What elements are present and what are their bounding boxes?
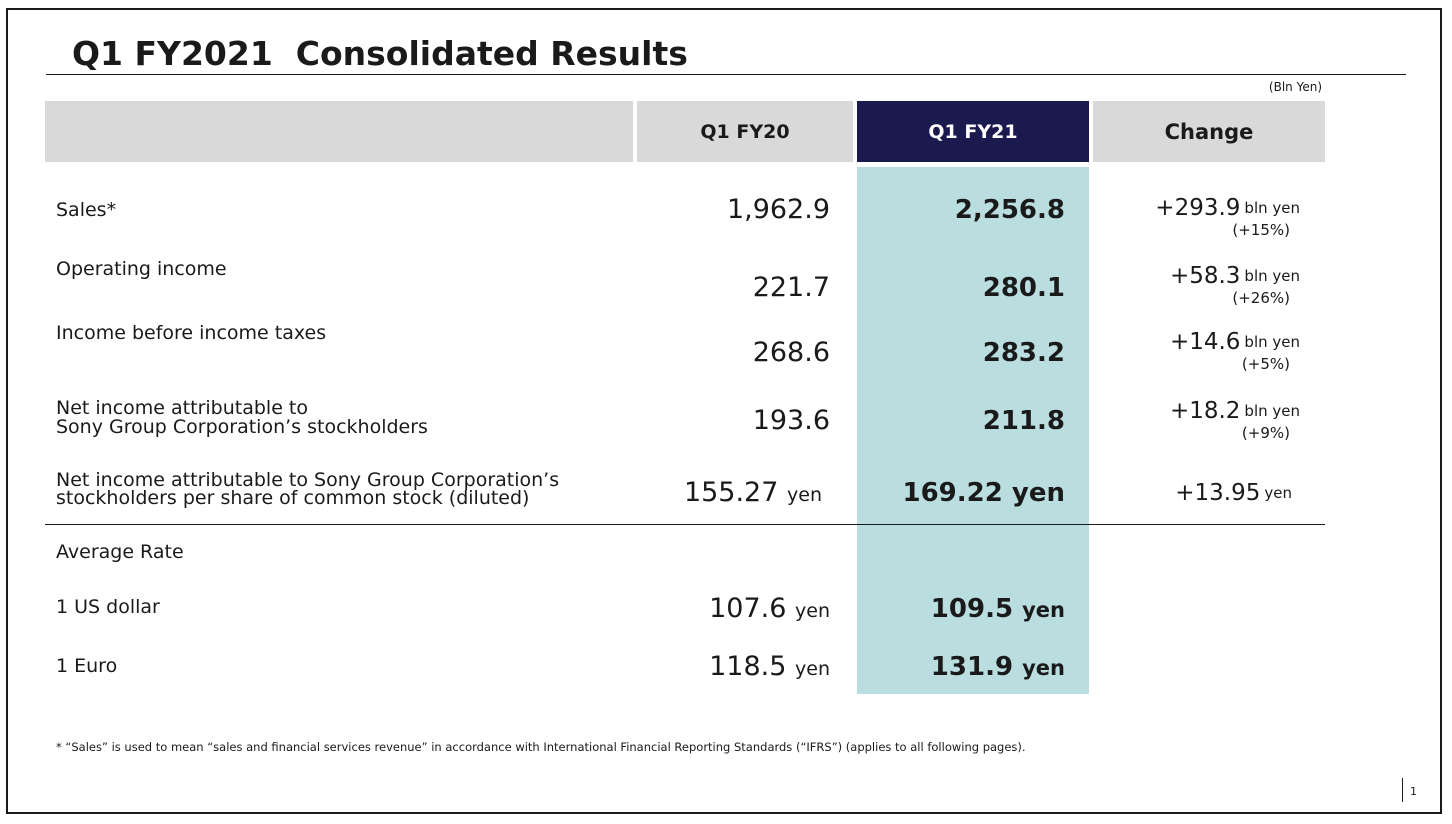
income-before-taxes-q1-fy21: 283.2 bbox=[982, 338, 1065, 368]
header-blank-cell bbox=[45, 101, 633, 162]
income-before-taxes-change-pct: (+5%) bbox=[1241, 355, 1290, 373]
eps-q1-fy20-unit: yen bbox=[787, 484, 822, 506]
header-change: Change bbox=[1093, 101, 1325, 162]
net-income-change: +18.2 bln yen bbox=[1170, 398, 1300, 424]
income-before-taxes-q1-fy20: 268.6 bbox=[752, 337, 830, 368]
usd-q1-fy21-unit: yen bbox=[1022, 598, 1065, 622]
usd-q1-fy21-value: 109.5 bbox=[930, 594, 1014, 624]
eur-q1-fy21-value: 131.9 bbox=[930, 652, 1014, 682]
table-separator bbox=[45, 524, 1325, 525]
eur-q1-fy20-unit: yen bbox=[795, 658, 830, 680]
eur-q1-fy21-unit: yen bbox=[1022, 656, 1065, 680]
usd-q1-fy20-value: 107.6 bbox=[709, 593, 787, 624]
net-income-change-unit: bln yen bbox=[1244, 402, 1300, 420]
eps-change-unit: yen bbox=[1264, 484, 1292, 502]
page-number: 1 bbox=[1410, 785, 1417, 798]
footnote: * “Sales” is used to mean “sales and fin… bbox=[56, 740, 1026, 754]
eps-q1-fy21-unit: yen bbox=[1011, 478, 1065, 508]
row-label-operating-income: Operating income bbox=[56, 258, 227, 280]
net-income-label-line2: Sony Group Corporation’s stockholders bbox=[56, 416, 428, 438]
average-rate-heading: Average Rate bbox=[56, 541, 184, 563]
net-income-change-value: +18.2 bbox=[1169, 398, 1241, 424]
net-income-q1-fy21: 211.8 bbox=[982, 406, 1065, 436]
title-underline bbox=[46, 74, 1406, 75]
net-income-change-pct: (+9%) bbox=[1241, 424, 1290, 442]
eps-label-line2: stockholders per share of common stock (… bbox=[56, 487, 530, 509]
eur-q1-fy20-value: 118.5 bbox=[709, 651, 787, 682]
sales-change: +293.9 bln yen bbox=[1155, 195, 1300, 221]
income-before-taxes-change-value: +14.6 bbox=[1169, 329, 1241, 355]
slide-title: Q1 FY2021 Consolidated Results bbox=[72, 34, 688, 73]
eps-change-value: +13.95 bbox=[1175, 480, 1261, 506]
row-label-sales: Sales* bbox=[56, 199, 117, 221]
eur-q1-fy21: 131.9 yen bbox=[931, 652, 1065, 683]
slide-frame bbox=[6, 8, 1442, 814]
usd-q1-fy21: 109.5 yen bbox=[931, 594, 1065, 625]
rate-label-eur: 1 Euro bbox=[56, 655, 118, 677]
page-number-divider bbox=[1402, 778, 1403, 802]
eps-q1-fy20-value: 155.27 bbox=[683, 477, 779, 508]
usd-q1-fy20-unit: yen bbox=[795, 600, 830, 622]
row-label-income-before-taxes: Income before income taxes bbox=[56, 322, 327, 344]
rate-label-usd: 1 US dollar bbox=[56, 596, 160, 618]
eps-q1-fy21: 169.22 yen bbox=[903, 478, 1066, 508]
sales-change-value: +293.9 bbox=[1155, 195, 1241, 221]
operating-income-change-unit: bln yen bbox=[1244, 267, 1300, 285]
operating-income-change: +58.3 bln yen bbox=[1170, 263, 1300, 289]
sales-q1-fy21: 2,256.8 bbox=[954, 195, 1065, 225]
operating-income-change-pct: (+26%) bbox=[1232, 289, 1290, 307]
operating-income-q1-fy21: 280.1 bbox=[982, 273, 1065, 303]
operating-income-q1-fy20: 221.7 bbox=[752, 272, 830, 303]
sales-change-unit: bln yen bbox=[1244, 199, 1300, 217]
eps-label-line1: Net income attributable to Sony Group Co… bbox=[56, 469, 560, 491]
unit-note: (Bln Yen) bbox=[1268, 80, 1322, 94]
income-before-taxes-change: +14.6 bln yen bbox=[1170, 329, 1300, 355]
eur-q1-fy20: 118.5 yen bbox=[709, 652, 830, 684]
usd-q1-fy20: 107.6 yen bbox=[709, 594, 830, 626]
eps-change: +13.95 yen bbox=[1175, 480, 1292, 506]
operating-income-change-value: +58.3 bbox=[1169, 263, 1241, 289]
sales-q1-fy20: 1,962.9 bbox=[726, 194, 830, 225]
net-income-q1-fy20: 193.6 bbox=[752, 405, 830, 436]
header-q1-fy20: Q1 FY20 bbox=[637, 101, 853, 162]
header-q1-fy21: Q1 FY21 bbox=[857, 101, 1089, 162]
eps-q1-fy20: 155.27 yen bbox=[684, 478, 822, 510]
eps-q1-fy21-value: 169.22 bbox=[902, 478, 1003, 508]
row-label-eps: Net income attributable to Sony Group Co… bbox=[56, 469, 560, 509]
income-before-taxes-change-unit: bln yen bbox=[1244, 333, 1300, 351]
current-year-highlight bbox=[857, 167, 1089, 694]
row-label-net-income: Net income attributable to Sony Group Cor… bbox=[56, 399, 428, 437]
sales-change-pct: (+15%) bbox=[1232, 221, 1290, 239]
net-income-label-line1: Net income attributable to bbox=[56, 397, 308, 419]
